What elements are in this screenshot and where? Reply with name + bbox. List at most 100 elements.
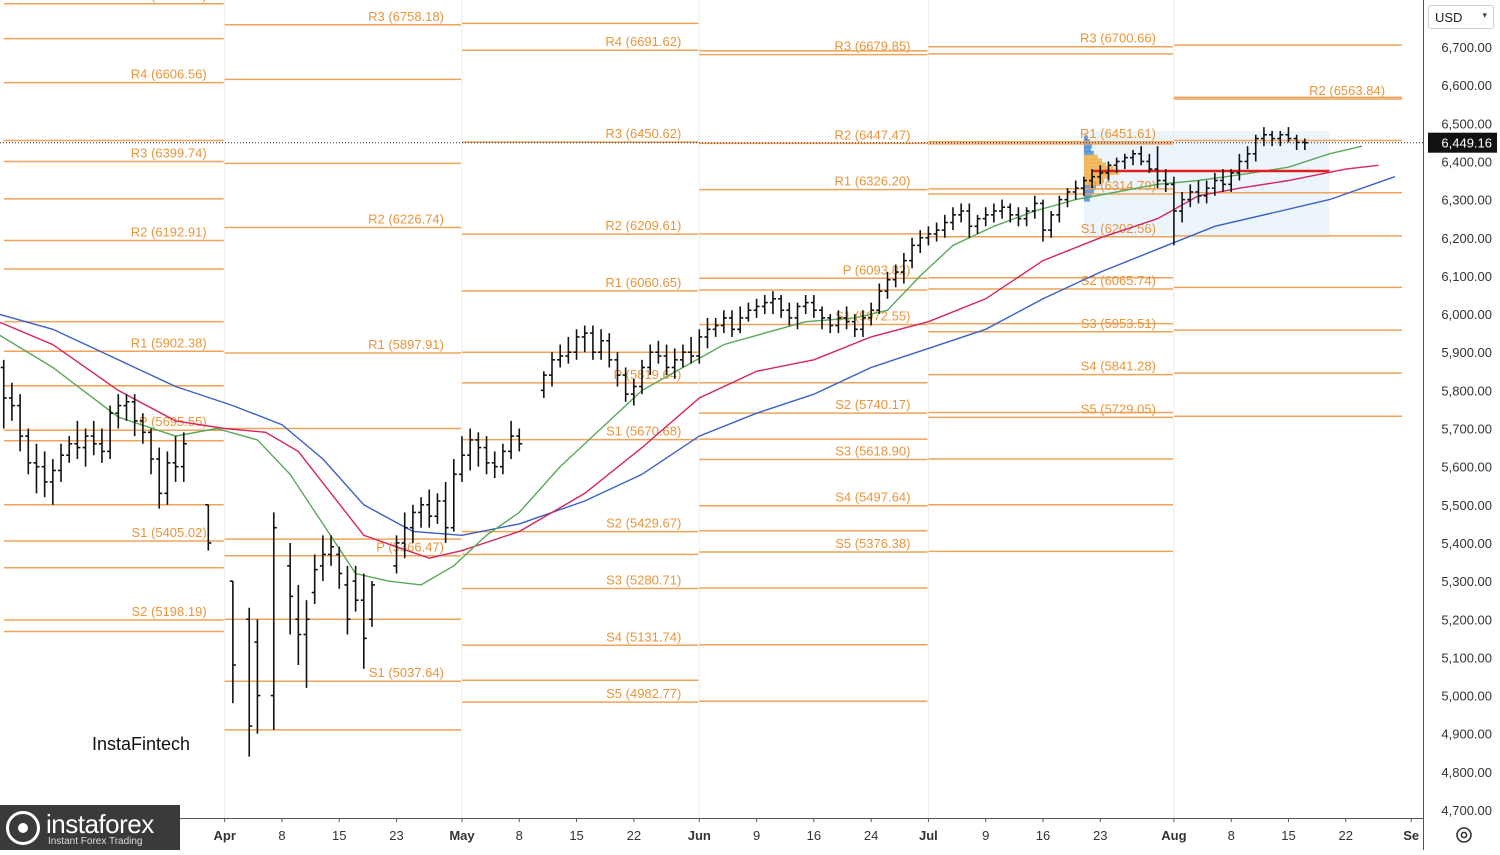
- ohlc-bar: [246, 607, 253, 757]
- ohlc-bar: [671, 348, 678, 379]
- pivot-label: S2 (6065.74): [1081, 273, 1156, 288]
- ohlc-bar: [1220, 169, 1227, 192]
- pivot-label: S1 (5037.64): [369, 665, 444, 680]
- ohlc-bar: [778, 294, 785, 318]
- ohlc-bar: [328, 535, 335, 566]
- ohlc-bar: [540, 371, 547, 398]
- volume-profile-bin: [1083, 166, 1114, 172]
- pivot-label: R1 (6326.20): [835, 174, 911, 189]
- pivot-label: S1 (5670.68): [606, 424, 681, 439]
- pivot-label: R1 (5902.38): [131, 335, 207, 350]
- ohlc-bar: [884, 272, 891, 299]
- ohlc-bar: [769, 291, 776, 315]
- date-tick-label: Se: [1403, 828, 1419, 843]
- ohlc-bar: [663, 344, 670, 376]
- pivot-levels: R5 (6813.38) R4 (6606.56) R3 (6399.74) R2 (…: [0, 0, 1423, 731]
- ohlc-bar: [426, 489, 433, 528]
- price-tick-label: 6,200.00: [1441, 231, 1492, 246]
- ohlc-bar: [344, 565, 351, 635]
- ohlc-bar: [990, 203, 997, 223]
- pivot-label: S3 (5618.90): [835, 443, 910, 458]
- ohlc-bar: [794, 302, 801, 330]
- ohlc-bar: [622, 367, 629, 402]
- pivot-label: R4 (6691.62): [605, 34, 681, 49]
- ohlc-bar: [33, 443, 40, 494]
- ohlc-bar: [786, 302, 793, 326]
- ohlc-bar: [1228, 169, 1235, 192]
- ohlc-bar: [74, 420, 81, 460]
- ohlc-bar: [868, 302, 875, 326]
- pivot-label: S3 (5953.51): [1081, 316, 1156, 331]
- ohlc-bar: [25, 428, 32, 475]
- pivot-label: R3 (6450.62): [605, 126, 681, 141]
- price-tick-label: 4,700.00: [1441, 803, 1492, 818]
- ohlc-bar: [123, 394, 130, 421]
- ohlc-bar: [1080, 176, 1087, 196]
- date-tick-label: Jun: [688, 828, 711, 843]
- date-tick-label: Aug: [1161, 828, 1186, 843]
- pivot-label: R2 (6563.84): [1309, 83, 1385, 98]
- ohlc-bar: [974, 214, 981, 234]
- pivot-label: S1 (6202.56): [1081, 221, 1156, 236]
- volume-profile-bin: [1083, 158, 1102, 164]
- ohlc-bar: [835, 310, 842, 334]
- ohlc-bar: [630, 378, 637, 406]
- ohlc-bar: [458, 436, 465, 482]
- ohlc-bar: [753, 298, 760, 318]
- ohlc-bar: [90, 420, 97, 456]
- date-tick-label: 9: [982, 828, 989, 843]
- pivot-label: P (6093.82): [843, 262, 911, 277]
- ohlc-bar: [164, 451, 171, 505]
- price-tick-label: 5,500.00: [1441, 498, 1492, 513]
- ohlc-bar: [949, 207, 956, 231]
- date-tick-label: 15: [569, 828, 583, 843]
- ohlc-bar: [180, 432, 187, 482]
- ohlc-bar: [704, 317, 711, 349]
- ohlc-bar: [1252, 134, 1259, 162]
- currency-select[interactable]: USD ▾: [1428, 5, 1494, 29]
- ohlc-bar: [1195, 180, 1202, 204]
- ohlc-bar: [598, 329, 605, 360]
- date-tick-label: 8: [1228, 828, 1235, 843]
- pivot-label: S4 (5497.64): [835, 490, 910, 505]
- ohlc-bar: [1138, 146, 1145, 166]
- price-tick-label: 4,900.00: [1441, 727, 1492, 742]
- price-tick-label: 5,600.00: [1441, 460, 1492, 475]
- price-tick-label: 5,000.00: [1441, 689, 1492, 704]
- settings-icon[interactable]: [1454, 825, 1474, 845]
- last-price-badge: [1428, 132, 1497, 153]
- ohlc-bar: [1244, 146, 1251, 170]
- brand-gear-icon: [6, 811, 40, 845]
- ohlc-bar: [1170, 176, 1177, 246]
- ohlc-bar: [851, 314, 858, 337]
- pivot-label: R3 (6700.66): [1080, 31, 1156, 46]
- date-tick-label: 16: [807, 828, 821, 843]
- ohlc-bar: [352, 565, 359, 612]
- ohlc-bar: [745, 302, 752, 322]
- ohlc-bar: [557, 344, 564, 368]
- ohlc-bar: [1293, 134, 1300, 151]
- ohlc-bar: [859, 310, 866, 337]
- last-price-label: 6,449.16: [1441, 136, 1492, 151]
- ohlc-bar: [1129, 150, 1136, 166]
- ohlc-bar: [49, 459, 56, 505]
- ohlc-bars: [0, 127, 1308, 757]
- price-tick-label: 5,900.00: [1441, 345, 1492, 360]
- pivot-label: R3 (6758.18): [368, 9, 444, 24]
- ohlc-bar: [565, 336, 572, 364]
- ohlc-bar: [606, 333, 613, 368]
- pivot-label: R3 (6679.85): [835, 39, 911, 54]
- pivot-label: S4 (5131.74): [606, 629, 681, 644]
- date-axis: Apr 8 15 23 May 8 15 22 Jun 9 16 24 Jul 9 16 23 Aug 8 15 22…: [0, 818, 1423, 850]
- volume-profile-bin: [1083, 188, 1094, 194]
- pivot-label: S4 (5841.28): [1081, 359, 1156, 374]
- date-tick-label: 15: [1281, 828, 1295, 843]
- ohlc-bar: [1007, 203, 1014, 223]
- pivot-label: R5 (6813.38): [131, 0, 207, 3]
- ohlc-bar: [1039, 199, 1046, 242]
- price-tick-label: 5,800.00: [1441, 383, 1492, 398]
- ohlc-bar: [810, 294, 817, 318]
- pivot-label: S5 (4982.77): [606, 686, 681, 701]
- date-tick-label: 8: [278, 828, 285, 843]
